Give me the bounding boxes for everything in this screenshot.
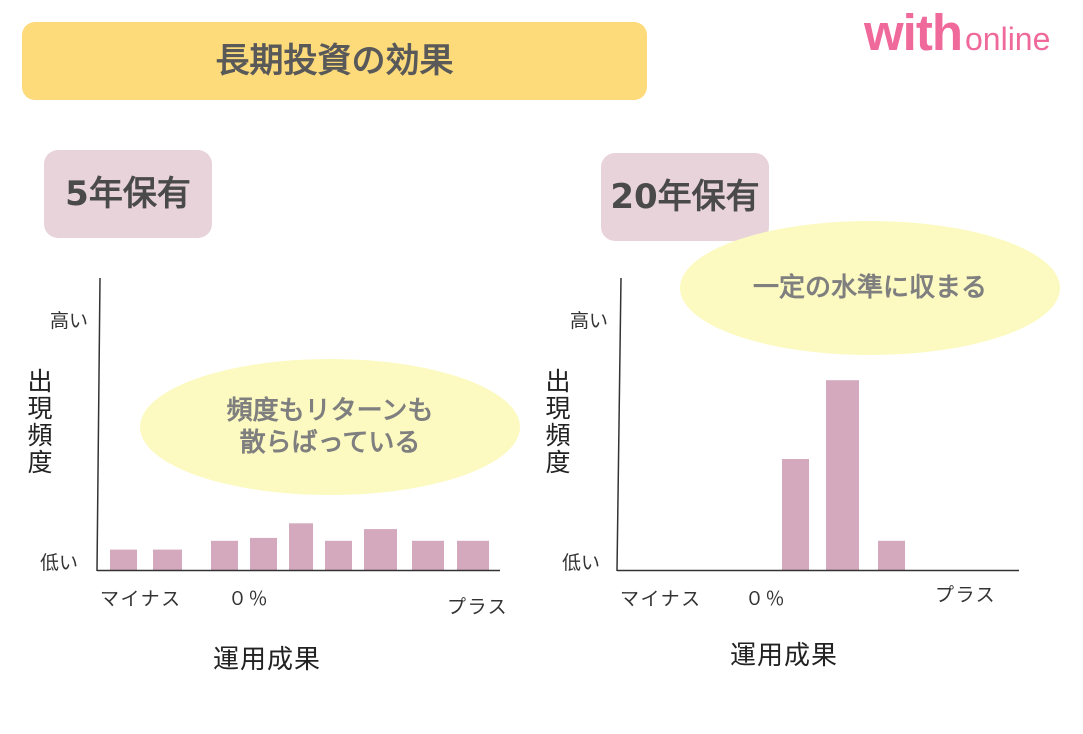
page-title: 長期投資の効果 bbox=[215, 41, 454, 81]
period-label-20y: 20年保有 bbox=[601, 153, 769, 241]
bar-5y-8 bbox=[412, 540, 444, 570]
bar-5y-3 bbox=[211, 540, 238, 570]
callout-bubble-20y: 一定の水準に収まる bbox=[680, 221, 1060, 355]
y-tick-high-20y: 高い bbox=[570, 310, 609, 332]
callout-20y-line-1: 一定の水準に収まる bbox=[752, 273, 987, 303]
chart-20y bbox=[616, 277, 1019, 572]
x-tick-plus-5y: プラス bbox=[447, 596, 509, 618]
bars-20y bbox=[782, 380, 905, 570]
y-axis-20y bbox=[616, 277, 622, 572]
bar-5y-6 bbox=[325, 540, 352, 570]
period-label-20y-text: 20年保有 bbox=[610, 177, 760, 217]
y-axis-title-20y: 出現頻度 bbox=[542, 368, 571, 476]
logo-brand-text: with bbox=[864, 4, 963, 61]
x-tick-zero-20y: ０％ bbox=[745, 588, 787, 610]
y-axis-title-5y: 出現頻度 bbox=[24, 368, 53, 476]
brand-logo: with online bbox=[864, 7, 1050, 58]
bar-5y-2 bbox=[153, 549, 182, 570]
bar-5y-4 bbox=[250, 537, 277, 570]
x-tick-minus-5y: マイナス bbox=[100, 588, 182, 610]
bar-5y-9 bbox=[457, 540, 489, 570]
y-tick-low-5y: 低い bbox=[40, 552, 79, 574]
period-label-5y: 5年保有 bbox=[44, 150, 212, 238]
bar-5y-7 bbox=[364, 529, 397, 570]
x-tick-minus-20y: マイナス bbox=[620, 588, 702, 610]
y-tick-high-5y: 高い bbox=[50, 310, 89, 332]
callout-5y-line-2: 散らばっている bbox=[239, 428, 421, 458]
x-tick-plus-20y: プラス bbox=[935, 584, 997, 606]
x-axis-title-20y: 運用成果 bbox=[730, 641, 839, 671]
x-axis-title-5y: 運用成果 bbox=[213, 645, 322, 675]
bars-5y bbox=[110, 523, 489, 570]
bar-20y-1 bbox=[782, 459, 809, 570]
bar-5y-1 bbox=[110, 549, 137, 570]
callout-bubble-5y: 頻度もリターンも 散らばっている bbox=[140, 359, 520, 495]
x-tick-zero-5y: ０％ bbox=[228, 588, 270, 610]
period-label-5y-text: 5年保有 bbox=[65, 174, 191, 214]
y-tick-low-20y: 低い bbox=[562, 552, 601, 574]
bar-20y-3 bbox=[878, 540, 905, 570]
callout-5y-line-1: 頻度もリターンも bbox=[226, 396, 434, 426]
chart-5y bbox=[96, 277, 500, 572]
y-axis-5y bbox=[96, 277, 101, 572]
title-banner: 長期投資の効果 bbox=[22, 22, 647, 100]
bar-20y-2 bbox=[826, 380, 859, 570]
logo-suffix-text: online bbox=[964, 21, 1051, 57]
bar-5y-5 bbox=[289, 523, 313, 570]
